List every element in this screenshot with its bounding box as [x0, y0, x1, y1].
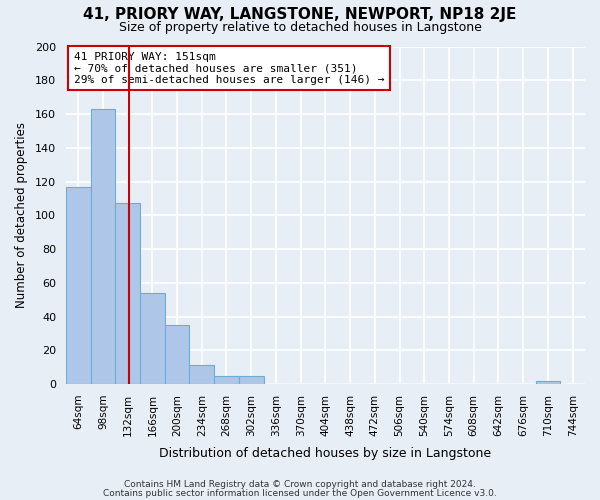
Y-axis label: Number of detached properties: Number of detached properties — [15, 122, 28, 308]
Bar — [66, 186, 91, 384]
Text: Size of property relative to detached houses in Langstone: Size of property relative to detached ho… — [119, 21, 481, 34]
Bar — [536, 380, 560, 384]
Text: 41, PRIORY WAY, LANGSTONE, NEWPORT, NP18 2JE: 41, PRIORY WAY, LANGSTONE, NEWPORT, NP18… — [83, 8, 517, 22]
Text: 41 PRIORY WAY: 151sqm
← 70% of detached houses are smaller (351)
29% of semi-det: 41 PRIORY WAY: 151sqm ← 70% of detached … — [74, 52, 384, 85]
Bar — [214, 376, 239, 384]
Bar — [164, 325, 190, 384]
Text: Contains HM Land Registry data © Crown copyright and database right 2024.: Contains HM Land Registry data © Crown c… — [124, 480, 476, 489]
Bar — [190, 366, 214, 384]
Bar — [140, 293, 164, 384]
Bar — [115, 204, 140, 384]
Bar — [239, 376, 263, 384]
X-axis label: Distribution of detached houses by size in Langstone: Distribution of detached houses by size … — [160, 447, 491, 460]
Text: Contains public sector information licensed under the Open Government Licence v3: Contains public sector information licen… — [103, 488, 497, 498]
Bar — [91, 109, 115, 384]
